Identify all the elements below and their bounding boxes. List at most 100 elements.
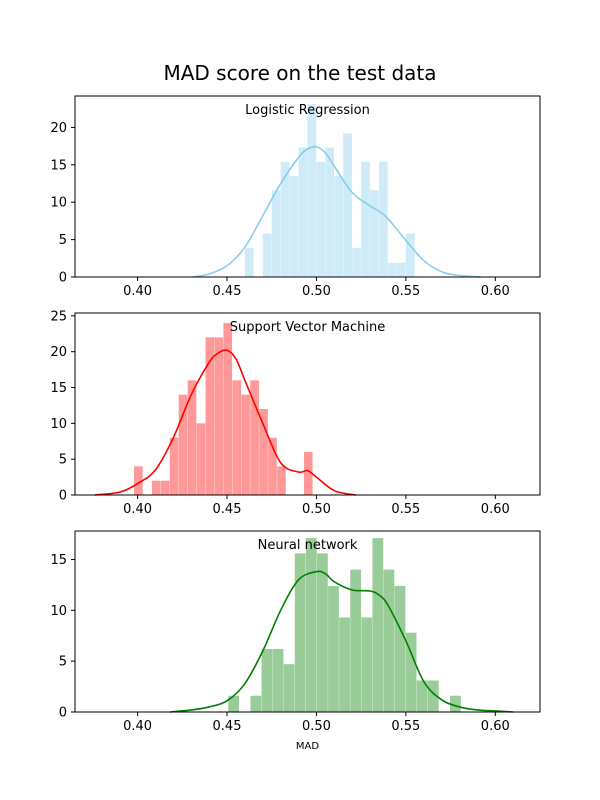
x-tick-label: 0.45 [213, 284, 242, 299]
histogram-bar [151, 480, 161, 495]
y-tick-label: 10 [50, 604, 67, 619]
histogram-bar [214, 337, 224, 495]
histogram-bar [316, 553, 328, 712]
x-axis-label: MAD [296, 741, 319, 752]
y-tick-label: 0 [59, 489, 67, 504]
histogram-bar [303, 452, 313, 495]
histogram-bar [383, 569, 395, 712]
panel-title: Neural network [258, 538, 358, 553]
histogram-bar [241, 394, 250, 495]
histogram-bar [298, 147, 308, 277]
histogram-bar [160, 480, 170, 495]
y-tick-label: 5 [59, 233, 67, 248]
x-tick-label: 0.40 [123, 719, 152, 734]
histogram-bar [427, 680, 439, 712]
figure-title: MAD score on the test data [163, 61, 436, 85]
x-tick-label: 0.55 [391, 719, 420, 734]
y-tick-label: 20 [50, 345, 67, 360]
y-tick-label: 15 [50, 381, 67, 396]
histogram-bar [394, 585, 406, 712]
histogram-bar [196, 423, 206, 495]
y-tick-label: 5 [59, 655, 67, 670]
histogram-bar [350, 569, 362, 712]
y-tick-label: 0 [59, 706, 67, 721]
histogram-bar [289, 176, 299, 277]
histogram-bar [387, 262, 397, 277]
histogram-bar [416, 680, 428, 712]
histogram-bar [450, 695, 461, 712]
x-tick-label: 0.55 [391, 502, 420, 517]
axes-frame [74, 530, 541, 713]
x-tick-label: 0.55 [391, 284, 420, 299]
panel-title: Logistic Regression [245, 103, 370, 118]
kde-line [192, 145, 482, 278]
histogram-bar [205, 337, 215, 495]
histogram-bar [379, 161, 388, 277]
histogram-bar [305, 538, 317, 712]
y-tick-label: 0 [59, 271, 67, 286]
histogram-bar [277, 466, 286, 495]
histogram-bar [178, 394, 188, 495]
histogram-bar [334, 176, 343, 277]
histogram-bar [361, 161, 370, 277]
histogram-bar [405, 233, 415, 277]
histogram-bar [325, 147, 335, 277]
kde-line [94, 349, 356, 496]
y-tick-label: 15 [50, 158, 67, 173]
histogram-bar [250, 695, 262, 712]
histogram-bar [187, 380, 197, 495]
histogram-bar [372, 538, 384, 712]
x-tick-label: 0.50 [302, 502, 331, 517]
histogram-bar [228, 695, 240, 712]
histogram-bar [370, 190, 379, 277]
y-tick-label: 25 [50, 309, 67, 324]
y-tick-label: 20 [50, 121, 67, 136]
x-tick-label: 0.60 [481, 284, 510, 299]
histogram-panel: 0.40 0.45 0.50 0.55 0.60 0 5 10 15 20 Logistic Reg… [50, 95, 541, 299]
histogram-bar [232, 380, 242, 495]
histogram-bar [272, 648, 284, 712]
histogram-bar [352, 247, 361, 277]
histogram-bar [259, 409, 268, 495]
histogram-bar [262, 233, 272, 277]
histogram-bar [405, 632, 417, 712]
axes-frame [74, 95, 541, 278]
y-tick-label: 10 [50, 417, 67, 432]
x-tick-label: 0.40 [123, 284, 152, 299]
y-tick-label: 5 [59, 453, 67, 468]
x-tick-label: 0.60 [481, 502, 510, 517]
x-tick-label: 0.45 [213, 719, 242, 734]
kde-line [169, 570, 514, 713]
histogram-bar [244, 247, 254, 277]
panels: 0.40 0.45 0.50 0.55 0.60 0 5 10 15 20 Logistic Reg… [50, 95, 541, 752]
histogram-bar [261, 648, 273, 712]
histogram-bar [280, 161, 290, 277]
x-tick-label: 0.50 [302, 719, 331, 734]
x-tick-label: 0.60 [481, 719, 510, 734]
x-tick-label: 0.45 [213, 502, 242, 517]
histogram-panel: 0.40 0.45 0.50 0.55 0.60 0 5 10 15 20 25 Support Ve… [50, 309, 541, 517]
histogram-bar [250, 380, 259, 495]
y-tick-label: 15 [50, 553, 67, 568]
histogram-bar [169, 437, 179, 495]
histogram-bar [343, 133, 352, 277]
histogram-bar [316, 161, 326, 277]
histogram-bar [294, 553, 306, 712]
histogram-bar [223, 323, 233, 495]
histogram-bar [271, 190, 281, 277]
histogram-bar [339, 617, 350, 712]
axes-frame [74, 312, 541, 496]
histogram-bar [396, 262, 406, 277]
panel-title: Support Vector Machine [230, 320, 386, 335]
histogram-panel: 0.40 0.45 0.50 0.55 0.60 0 5 10 15 Neural network… [50, 530, 541, 752]
x-tick-label: 0.40 [123, 502, 152, 517]
x-tick-label: 0.50 [302, 284, 331, 299]
y-tick-label: 10 [50, 196, 67, 211]
histogram-bar [268, 437, 277, 495]
histogram-bar [134, 466, 143, 495]
histogram-bar [283, 664, 295, 712]
histogram-bar [307, 104, 317, 277]
histogram-bar [328, 585, 339, 712]
histogram-bar [361, 617, 373, 712]
